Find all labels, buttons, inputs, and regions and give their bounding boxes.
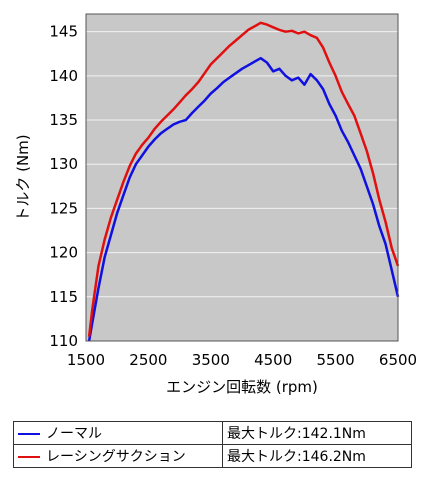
legend-name-racing-suction: レーシングサクション (46, 449, 186, 465)
plot-frame (85, 13, 399, 342)
y-tick-120: 120 (49, 244, 78, 262)
x-axis-title: エンジン回転数 (rpm) (166, 378, 318, 396)
y-tick-135: 135 (49, 111, 78, 129)
legend-row-racing-suction: レーシングサクション 最大トルク:146.2Nm (13, 444, 412, 468)
legend-key-normal: ノーマル (13, 421, 223, 445)
series-line-1 (87, 21, 400, 337)
legend-max-racing-suction: 最大トルク:146.2Nm (222, 444, 412, 468)
grid-lines (86, 31, 398, 298)
legend-table: ノーマル 最大トルク:142.1Nm レーシングサクション 最大トルク:146.… (13, 421, 412, 468)
legend-swatch-normal (18, 433, 40, 435)
x-tick-4500: 4500 (254, 351, 292, 369)
plot-area (86, 14, 398, 341)
series-layer (87, 21, 400, 342)
y-tick-110: 110 (49, 332, 78, 350)
legend-row-normal: ノーマル 最大トルク:142.1Nm (13, 421, 412, 445)
y-tick-145: 145 (49, 23, 78, 41)
legend-swatch-racing-suction (18, 456, 40, 458)
series-line-0 (87, 56, 400, 342)
legend-max-normal: 最大トルク:142.1Nm (222, 421, 412, 445)
y-tick-140: 140 (49, 67, 78, 85)
x-tick-labels: 1500 2500 3500 4500 5500 6500 (67, 351, 417, 369)
x-tick-5500: 5500 (317, 351, 355, 369)
y-tick-labels: 110 115 120 125 130 135 140 145 (49, 23, 78, 350)
x-tick-1500: 1500 (67, 351, 105, 369)
x-tick-6500: 6500 (379, 351, 417, 369)
y-axis-title: トルク (Nm) (14, 134, 32, 221)
legend-name-normal: ノーマル (46, 426, 102, 442)
y-tick-125: 125 (49, 199, 78, 217)
x-tick-2500: 2500 (129, 351, 167, 369)
y-tick-130: 130 (49, 155, 78, 173)
y-tick-115: 115 (49, 288, 78, 306)
x-tick-3500: 3500 (192, 351, 230, 369)
torque-chart: 110 115 120 125 130 135 140 145 1500 2500 3500 450… (14, 13, 417, 396)
legend-key-racing-suction: レーシングサクション (13, 444, 223, 468)
